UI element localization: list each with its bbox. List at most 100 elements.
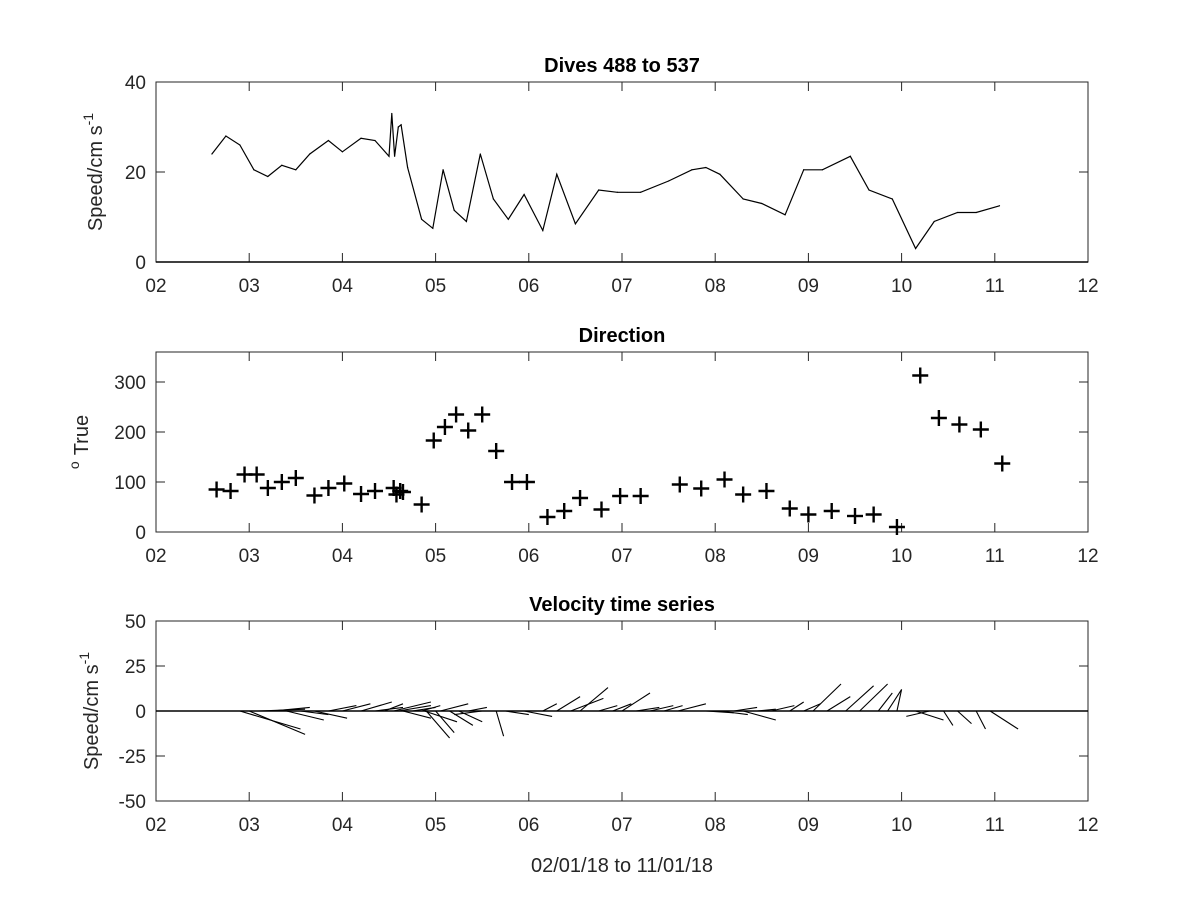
velocity-stick	[877, 692, 893, 712]
speed-x-tick-label: 11	[985, 276, 1005, 297]
velocity-stick	[421, 705, 441, 712]
velocity-y-tick-label: 25	[125, 657, 146, 678]
direction-plus-marker	[474, 406, 491, 423]
direction-plus-marker	[693, 480, 710, 497]
direction-plus-marker	[394, 484, 411, 500]
direction-plus-marker	[781, 500, 798, 517]
velocity-stick	[743, 710, 776, 721]
direction-plus-marker	[367, 483, 384, 499]
speed-y-tick-label: 20	[125, 163, 146, 184]
direction-x-tick-label: 08	[705, 546, 726, 567]
velocity-x-tick-label: 06	[518, 815, 539, 836]
velocity-stick	[719, 710, 748, 716]
speed-data-point	[407, 166, 409, 169]
direction-x-tick-label: 07	[611, 546, 632, 567]
direction-y-tick-label: 300	[114, 373, 146, 394]
direction-plus-marker	[572, 490, 589, 506]
speed-data-point	[574, 223, 577, 225]
speed-x-tick-label: 04	[332, 276, 354, 297]
speed-data-point	[281, 164, 283, 166]
direction-plus-marker	[248, 466, 265, 483]
speed-data-point	[327, 139, 330, 142]
speed-data-point	[391, 112, 393, 115]
direction-plus-marker	[208, 481, 225, 498]
speed-data-point	[397, 126, 399, 128]
velocity-y-tick-label: -25	[119, 747, 146, 768]
direction-x-tick-label: 04	[332, 546, 354, 567]
speed-data-point	[542, 229, 544, 232]
direction-x-tick-label: 10	[891, 546, 912, 567]
speed-data-point	[933, 220, 935, 223]
speed-data-point	[492, 198, 494, 200]
direction-plus-marker	[951, 416, 968, 433]
speed-x-tick-label: 10	[891, 276, 912, 297]
speed-data-point	[719, 173, 721, 175]
direction-plus-marker	[556, 503, 573, 519]
velocity-x-tick-label: 12	[1077, 815, 1098, 836]
speed-data-point	[442, 169, 444, 171]
direction-plus-marker	[518, 474, 535, 490]
speed-data-point	[225, 135, 227, 137]
direction-x-tick-label: 02	[145, 546, 166, 567]
speed-data-point	[616, 191, 618, 193]
velocity-stick	[425, 710, 451, 739]
speed-data-point	[295, 169, 297, 171]
velocity-y-tick-label: 50	[125, 612, 146, 633]
speed-data-point	[891, 198, 893, 200]
direction-plus-marker	[488, 443, 505, 459]
speed-data-point	[668, 180, 670, 182]
speed-data-point	[421, 218, 423, 220]
speed-data-point	[849, 155, 851, 157]
velocity-stick	[612, 703, 632, 712]
velocity-stick	[957, 710, 972, 725]
velocity-stick	[495, 710, 505, 737]
velocity-stick	[524, 710, 553, 717]
direction-x-tick-label: 03	[239, 546, 260, 567]
direction-plus-marker	[436, 419, 453, 435]
velocity-stick	[449, 710, 474, 726]
velocity-stick	[845, 685, 874, 712]
velocity-stick	[458, 710, 483, 723]
speed-data-point	[598, 189, 600, 191]
velocity-stick	[468, 706, 488, 712]
velocity-stick	[663, 705, 683, 712]
velocity-stick	[440, 703, 469, 712]
direction-plus-marker	[912, 367, 929, 384]
direction-plus-marker	[888, 519, 905, 535]
speed-data-point	[784, 214, 786, 216]
direction-plus-marker	[865, 506, 882, 523]
velocity-stick	[915, 710, 944, 721]
speed-data-point	[479, 153, 481, 155]
velocity-x-tick-label: 08	[705, 815, 726, 836]
speed-x-tick-label: 09	[798, 276, 819, 297]
speed-data-point	[211, 153, 213, 155]
velocity-stick	[328, 705, 357, 712]
speed-x-tick-label: 06	[518, 276, 539, 297]
velocity-y-tick-label: 0	[135, 702, 146, 723]
direction-plus-marker	[413, 496, 430, 513]
velocity-y-tick-label: -50	[119, 792, 146, 813]
speed-data-point	[400, 124, 402, 126]
speed-series-line	[211, 113, 1000, 250]
direction-plus-marker	[972, 421, 989, 438]
speed-data-point	[453, 209, 455, 211]
speed-x-tick-label: 03	[239, 276, 260, 297]
direction-plus-marker	[593, 501, 610, 518]
velocity-stick	[803, 703, 821, 712]
velocity-stick	[826, 696, 851, 712]
speed-x-tick-label: 07	[611, 276, 632, 297]
velocity-stick	[906, 710, 930, 717]
speed-x-tick-label: 02	[145, 276, 166, 297]
direction-plus-marker	[287, 470, 304, 486]
speed-axes-box	[155, 81, 1089, 263]
direction-plus-marker	[930, 410, 947, 426]
velocity-x-tick-label: 09	[798, 815, 819, 836]
speed-data-point	[393, 155, 396, 157]
direction-plus-marker	[320, 480, 337, 496]
direction-plus-marker	[823, 503, 840, 519]
velocity-stick	[579, 687, 609, 712]
velocity-stick	[812, 683, 842, 712]
velocity-stick	[272, 706, 310, 712]
speed-data-point	[309, 153, 311, 155]
